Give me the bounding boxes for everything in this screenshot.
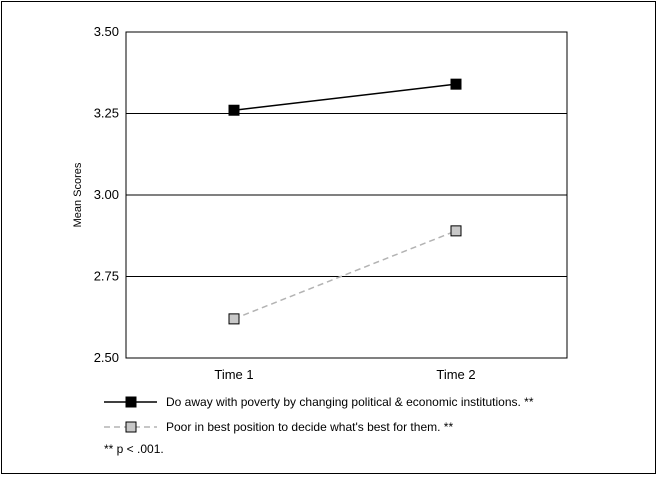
y-axis-ticks: 2.50 2.75 3.00 3.25 3.50 xyxy=(94,24,119,365)
x-tick-label: Time 1 xyxy=(214,367,253,382)
plot-area xyxy=(125,31,568,359)
data-point xyxy=(450,225,462,237)
legend-marker xyxy=(125,396,137,408)
y-tick-label: 2.50 xyxy=(94,350,119,365)
x-axis-ticks: Time 1 Time 2 xyxy=(214,367,475,382)
legend-label: Poor in best position to decide what's b… xyxy=(166,420,453,434)
y-axis-title: Mean Scores xyxy=(72,162,84,227)
data-point xyxy=(228,104,240,116)
y-tick-label: 2.75 xyxy=(94,269,119,284)
series-layer xyxy=(228,78,462,325)
footnote: ** p < .001. xyxy=(104,442,164,456)
legend-label: Do away with poverty by changing politic… xyxy=(166,395,534,409)
grid-lines xyxy=(126,113,567,277)
y-tick-label: 3.50 xyxy=(94,24,119,39)
data-point xyxy=(228,313,240,325)
data-point xyxy=(450,78,462,90)
y-tick-label: 3.00 xyxy=(94,187,119,202)
series-line xyxy=(233,83,457,111)
x-tick-label: Time 2 xyxy=(436,367,475,382)
legend-marker xyxy=(125,421,137,433)
legend: Do away with poverty by changing politic… xyxy=(104,395,534,434)
series-line xyxy=(233,230,457,320)
y-tick-label: 3.25 xyxy=(94,106,119,121)
